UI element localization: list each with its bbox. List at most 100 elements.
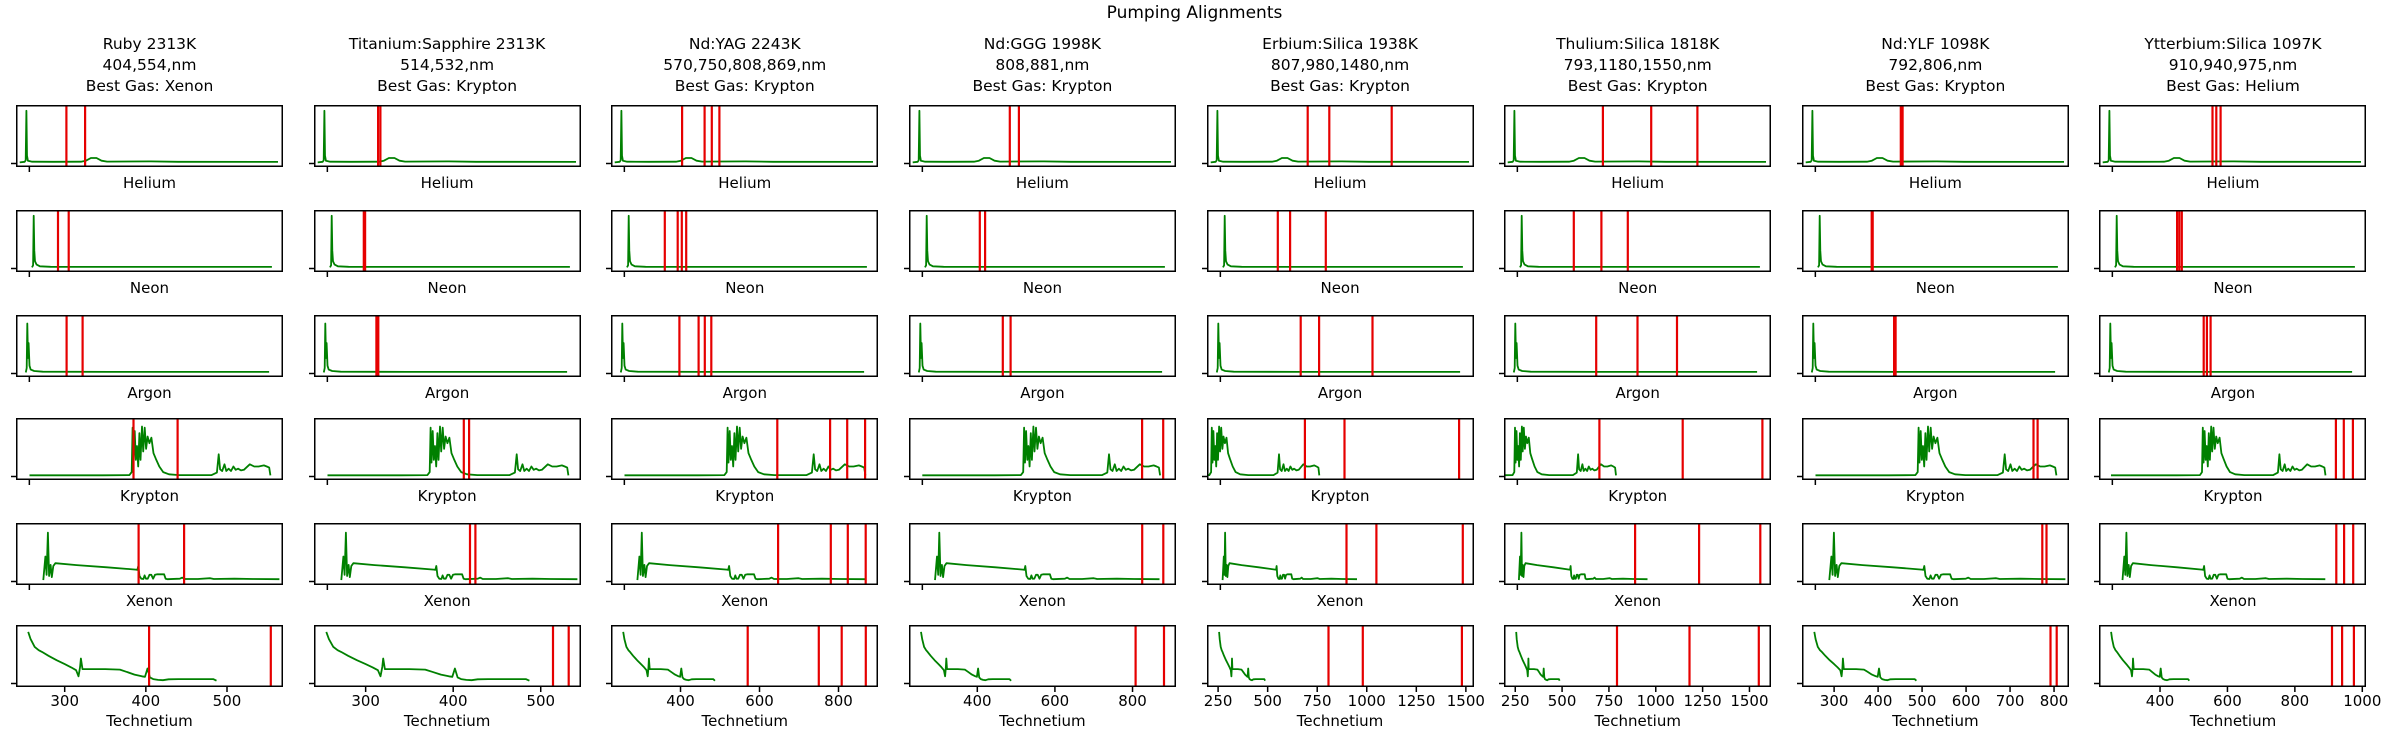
x-tick-label: 800 (2281, 692, 2310, 710)
crystal-name-temperature: Erbium:Silica 1938K (1262, 35, 1418, 53)
axes-frame (1801, 418, 2069, 480)
subplot-technetium-2: 300 400 500 (308, 625, 581, 710)
x-tick-label: 300 (351, 692, 380, 710)
subplot-canvas (1201, 523, 1474, 590)
subplot-canvas (1499, 523, 1772, 590)
gas-label-neon: Neon (1618, 279, 1658, 297)
gas-label-technetium: Technetium (2189, 712, 2277, 730)
x-tick-label: 750 (1595, 692, 1624, 710)
subplot-krypton-1 (11, 418, 283, 485)
subplot-canvas (1201, 210, 1474, 277)
subplot-technetium-3: 400 600 800 (606, 625, 879, 710)
gas-spectrum-trace (934, 531, 1160, 581)
gas-spectrum-trace (636, 531, 866, 581)
subplot-canvas: 300 400 500 (11, 625, 283, 710)
gas-label-argon: Argon (1913, 384, 1958, 402)
gas-spectrum-trace (19, 109, 279, 164)
gas-label-argon: Argon (1615, 384, 1660, 402)
subplot-technetium-1: 300 400 500 (11, 625, 283, 710)
subplot-canvas (11, 523, 283, 590)
axes-frame (313, 105, 581, 167)
gas-label-neon: Neon (1320, 279, 1360, 297)
gas-label-argon: Argon (1020, 384, 1065, 402)
axes-frame (2099, 523, 2367, 585)
gas-label-technetium: Technetium (999, 712, 1086, 730)
axes-frame (2099, 210, 2367, 272)
subplot-canvas: 250 500 750 1000 1250 1500 (1201, 625, 1485, 710)
gas-label-helium: Helium (420, 174, 474, 192)
gas-spectrum-trace (1221, 531, 1357, 581)
pump-wavelengths: 514,532,nm (400, 56, 495, 74)
x-tick-label: 600 (745, 692, 774, 710)
pump-wavelengths: 570,750,808,869,nm (663, 56, 827, 74)
gas-label-xenon: Xenon (1018, 592, 1066, 610)
axes-frame (16, 315, 283, 377)
axes-frame (611, 625, 879, 687)
gas-spectrum-trace (1518, 531, 1648, 581)
gas-label-technetium: Technetium (1296, 712, 1384, 730)
gas-label-neon: Neon (1022, 279, 1062, 297)
subplot-canvas (606, 105, 879, 172)
gas-spectrum-trace (1215, 322, 1460, 373)
subplot-canvas (308, 315, 581, 382)
gas-spectrum-trace (1505, 425, 1618, 477)
subplot-neon-2 (308, 210, 581, 277)
axes-frame (908, 315, 1176, 377)
subplot-canvas (2094, 418, 2367, 485)
gas-spectrum-trace (1210, 109, 1469, 164)
x-tick-label: 800 (1118, 692, 1147, 710)
x-tick-label: 400 (438, 692, 467, 710)
subplot-argon-2 (308, 315, 581, 382)
gas-spectrum-trace (322, 322, 567, 373)
axes-frame (1801, 105, 2069, 167)
x-tick-label: 400 (666, 692, 695, 710)
subplot-canvas (606, 523, 879, 590)
crystal-name-temperature: Titanium:Sapphire 2313K (348, 35, 546, 53)
pump-wavelengths: 808,881,nm (995, 56, 1090, 74)
gas-label-technetium: Technetium (701, 712, 789, 730)
best-gas: Best Gas: Krypton (1567, 77, 1708, 95)
gas-label-argon: Argon (127, 384, 172, 402)
subplot-xenon-5 (1201, 523, 1474, 590)
axes-frame (1206, 105, 1474, 167)
axes-frame (1206, 315, 1474, 377)
crystal-name-temperature: Thulium:Silica 1818K (1556, 35, 1720, 53)
axes-frame (1504, 210, 1772, 272)
gas-spectrum-trace (327, 425, 569, 477)
subplot-helium-5 (1201, 105, 1474, 172)
subplot-canvas (1499, 315, 1772, 382)
subplot-xenon-1 (11, 523, 283, 590)
subplot-xenon-8 (2094, 523, 2367, 590)
column-header: Nd:GGG 1998K 808,881,nm Best Gas: Krypton (909, 34, 1176, 97)
gas-spectrum-trace (1810, 322, 2055, 373)
crystal-name-temperature: Nd:YAG 2243K (688, 35, 801, 53)
axes-frame (1206, 418, 1474, 480)
axes-frame (313, 315, 581, 377)
x-tick-label: 1500 (1731, 692, 1769, 710)
gas-spectrum-trace (1507, 109, 1767, 164)
best-gas: Best Gas: Krypton (377, 77, 518, 95)
subplot-technetium-8: 400 600 800 1000 (2094, 625, 2382, 710)
gas-spectrum-trace (920, 631, 1012, 682)
x-tick-label: 500 (1548, 692, 1577, 710)
gas-label-krypton: Krypton (1608, 487, 1668, 505)
best-gas: Best Gas: Helium (2166, 77, 2300, 95)
axes-frame (1504, 315, 1772, 377)
x-tick-label: 400 (132, 692, 161, 710)
gas-label-xenon: Xenon (2209, 592, 2257, 610)
gas-label-xenon: Xenon (1911, 592, 1959, 610)
gas-label-xenon: Xenon (1316, 592, 1364, 610)
subplot-argon-6 (1499, 315, 1772, 382)
gas-label-technetium: Technetium (1892, 712, 1979, 730)
subplot-canvas (11, 418, 283, 485)
gas-label-krypton: Krypton (417, 487, 477, 505)
gas-label-technetium: Technetium (1594, 712, 1681, 730)
subplot-canvas (11, 210, 283, 277)
gas-spectrum-trace (1217, 631, 1266, 682)
gas-spectrum-trace (1221, 214, 1463, 268)
subplot-helium-1 (11, 105, 283, 172)
subplot-krypton-4 (903, 418, 1176, 485)
subplot-technetium-7: 300 400 500 600 700 800 (1796, 625, 2069, 710)
axes-frame (908, 523, 1176, 585)
gas-label-technetium: Technetium (106, 712, 193, 730)
